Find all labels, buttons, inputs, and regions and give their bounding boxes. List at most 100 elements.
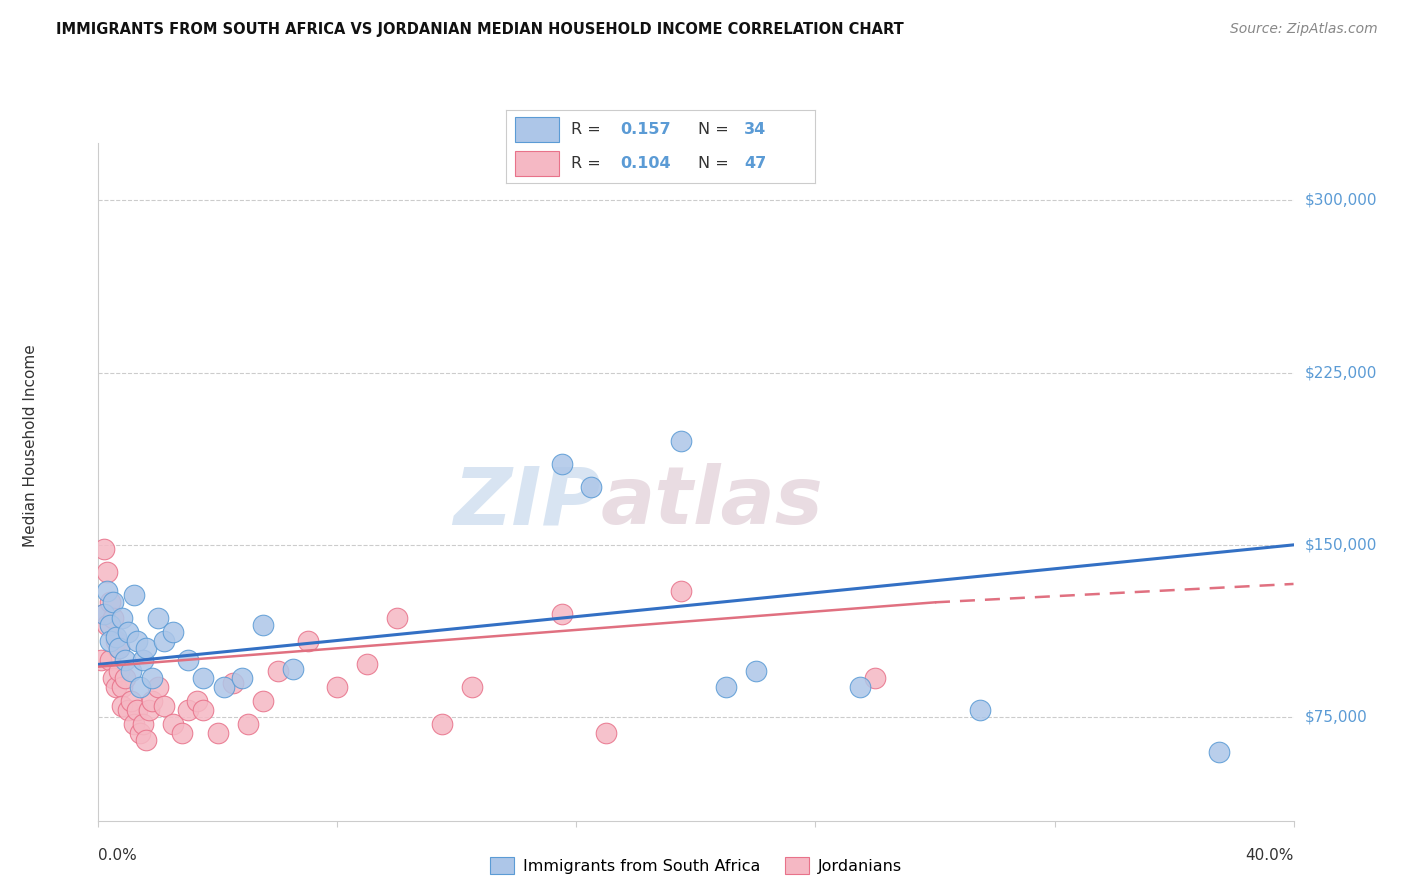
Point [669, 434, 692, 449]
Point [207, 726, 229, 740]
Text: N =: N = [697, 155, 734, 170]
Point [550, 458, 572, 472]
Point [108, 641, 131, 656]
Point [120, 694, 142, 708]
Point [124, 589, 146, 603]
Bar [516, 117, 558, 142]
Point [865, 671, 887, 685]
Point [326, 681, 349, 695]
Point [222, 675, 245, 690]
Text: N =: N = [697, 122, 734, 137]
Point [172, 726, 194, 740]
Point [96, 566, 118, 580]
Point [114, 671, 136, 685]
Point [162, 625, 184, 640]
Point [148, 611, 170, 625]
Point [103, 671, 125, 685]
Text: $225,000: $225,000 [1305, 365, 1376, 380]
Text: 47: 47 [744, 155, 766, 170]
Text: R =: R = [571, 122, 606, 137]
Point [135, 733, 157, 747]
Point [120, 665, 142, 679]
Point [124, 717, 146, 731]
Point [669, 583, 692, 598]
Text: $150,000: $150,000 [1305, 537, 1376, 552]
Point [550, 607, 572, 621]
Text: 0.104: 0.104 [620, 155, 671, 170]
Point [114, 653, 136, 667]
Text: 0.0%: 0.0% [98, 848, 138, 863]
Text: Median Household Income: Median Household Income [24, 344, 38, 548]
Point [135, 641, 157, 656]
Point [103, 595, 125, 609]
Point [129, 726, 152, 740]
Text: $300,000: $300,000 [1305, 193, 1376, 208]
Point [93, 542, 115, 557]
Point [148, 681, 170, 695]
Legend: Immigrants from South Africa, Jordanians: Immigrants from South Africa, Jordanians [484, 851, 908, 880]
Point [127, 703, 149, 717]
Point [236, 717, 259, 731]
Point [385, 611, 409, 625]
Point [117, 625, 139, 640]
Point [117, 703, 139, 717]
Point [127, 634, 149, 648]
Text: 34: 34 [744, 122, 766, 137]
Point [98, 595, 122, 609]
Point [103, 611, 125, 625]
Point [96, 583, 118, 598]
Point [111, 698, 134, 713]
Point [177, 653, 200, 667]
Point [849, 681, 872, 695]
Point [98, 634, 122, 648]
Point [1208, 745, 1230, 759]
Point [231, 671, 253, 685]
Text: 40.0%: 40.0% [1246, 848, 1294, 863]
Point [93, 607, 115, 621]
Point [96, 618, 118, 632]
Point [356, 657, 378, 672]
Point [191, 671, 214, 685]
Point [105, 681, 128, 695]
Point [90, 653, 112, 667]
Point [297, 634, 319, 648]
Point [714, 681, 737, 695]
Text: Source: ZipAtlas.com: Source: ZipAtlas.com [1230, 22, 1378, 37]
Text: R =: R = [571, 155, 606, 170]
Point [581, 480, 603, 494]
Text: ZIP: ZIP [453, 463, 600, 541]
Point [141, 671, 163, 685]
Point [212, 681, 235, 695]
Point [98, 653, 122, 667]
Point [111, 611, 134, 625]
Point [177, 703, 200, 717]
Text: 0.157: 0.157 [620, 122, 671, 137]
Point [252, 694, 274, 708]
Point [267, 665, 290, 679]
Point [745, 665, 768, 679]
Point [105, 634, 128, 648]
Text: IMMIGRANTS FROM SOUTH AFRICA VS JORDANIAN MEDIAN HOUSEHOLD INCOME CORRELATION CH: IMMIGRANTS FROM SOUTH AFRICA VS JORDANIA… [56, 22, 904, 37]
Point [191, 703, 214, 717]
Bar [516, 151, 558, 176]
Point [93, 607, 115, 621]
Point [141, 694, 163, 708]
Point [132, 717, 155, 731]
Point [153, 634, 176, 648]
Point [595, 726, 617, 740]
Point [461, 681, 484, 695]
Point [129, 681, 152, 695]
Point [252, 618, 274, 632]
Point [98, 618, 122, 632]
Point [430, 717, 453, 731]
Point [186, 694, 208, 708]
Point [108, 665, 131, 679]
Point [105, 630, 128, 644]
Point [162, 717, 184, 731]
Text: atlas: atlas [600, 463, 823, 541]
Point [153, 698, 176, 713]
Point [132, 653, 155, 667]
Point [108, 641, 131, 656]
Point [138, 703, 160, 717]
Point [111, 681, 134, 695]
